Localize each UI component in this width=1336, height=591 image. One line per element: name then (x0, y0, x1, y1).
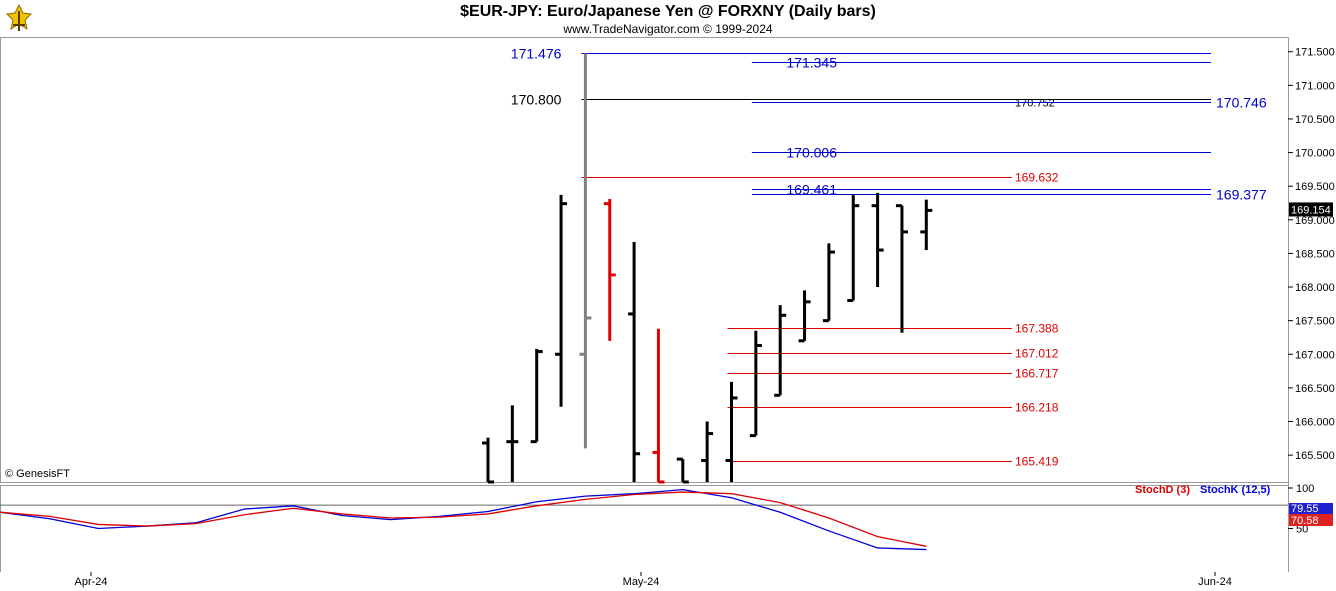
price-level-label: 166.218 (1015, 401, 1059, 415)
copyright-label: © GenesisFT (5, 468, 70, 480)
price-tick-label: 166.000 (1295, 416, 1335, 428)
stoch-legend-k: StochK (12,5) (1200, 484, 1271, 496)
stochastic-panel: StochD (3) StochK (12,5) (0, 484, 1288, 551)
price-levels: 171.476 171.345 170.800 170.752 170.746 170.0… (511, 46, 1267, 469)
date-tick-label: May-24 (623, 576, 660, 588)
ohlc-bar (871, 192, 884, 288)
stoch-k-value-label: 79.55 (1291, 503, 1319, 515)
ohlc-bar (603, 198, 616, 341)
ohlc-bar (676, 457, 689, 484)
stoch-d-value-box (1289, 514, 1333, 526)
ohlc-bar (506, 405, 519, 482)
ohlc-bar (847, 194, 860, 302)
price-bars (482, 53, 933, 484)
ohlc-bar (652, 328, 665, 484)
price-tick-label: 169.000 (1295, 215, 1335, 227)
chart-title: $EUR-JPY: Euro/Japanese Yen @ FORXNY (Da… (460, 3, 876, 20)
ohlc-bar (701, 421, 714, 482)
price-level-label: 167.012 (1015, 347, 1059, 361)
stoch-legend-d: StochD (3) (1135, 484, 1190, 496)
date-axis-bg (0, 572, 1336, 591)
price-tick-label: 167.000 (1295, 349, 1335, 361)
stoch-tick-label: 50 (1296, 524, 1308, 536)
ohlc-bar (482, 437, 494, 484)
price-level-label: 169.632 (1015, 171, 1059, 185)
chart-header: $EUR-JPY: Euro/Japanese Yen @ FORXNY (Da… (0, 0, 1336, 37)
price-tick-label: 166.500 (1295, 383, 1335, 395)
price-level-label: 171.476 (511, 46, 562, 62)
price-level-label: 169.377 (1216, 187, 1267, 203)
price-level-label: 170.752 (1015, 98, 1055, 110)
stoch-series-line (0, 488, 927, 551)
price-level-label: 166.717 (1015, 367, 1059, 381)
ohlc-bar (530, 348, 543, 444)
stoch-tick-label: 100 (1296, 483, 1314, 495)
axes: 171.500 171.000 170.500 170.000 169.500 169.0… (74, 47, 1334, 588)
trade-navigator-logo-icon (4, 3, 34, 35)
ohlc-bar (774, 305, 787, 397)
ohlc-bar (725, 381, 738, 482)
price-level-label: 169.461 (786, 182, 837, 198)
stoch-series-line (0, 491, 927, 547)
date-tick-label: Apr-24 (74, 576, 107, 588)
chart-frames (0, 37, 1336, 591)
price-level-label: 171.345 (786, 55, 837, 71)
price-panel-frame (0, 37, 1289, 483)
last-price-box (1289, 202, 1333, 217)
price-level-label: 170.746 (1216, 95, 1267, 111)
price-level-label: 167.388 (1015, 322, 1059, 336)
ohlc-bar (628, 241, 641, 482)
chart-subtitle: www.TradeNavigator.com © 1999-2024 (563, 22, 773, 36)
price-tick-label: 168.500 (1295, 248, 1335, 260)
price-tick-label: 171.000 (1295, 80, 1335, 92)
price-level-label: 170.006 (786, 145, 837, 161)
ohlc-bar (579, 53, 592, 449)
price-tick-label: 169.500 (1295, 181, 1335, 193)
price-tick-label: 171.500 (1295, 47, 1335, 59)
last-price-label: 169.154 (1291, 204, 1331, 216)
ohlc-bar (555, 194, 568, 407)
stoch-panel-frame (0, 485, 1289, 573)
price-tick-label: 168.000 (1295, 282, 1335, 294)
price-level-label: 165.419 (1015, 455, 1059, 469)
price-axis-bg (1288, 37, 1336, 591)
stoch-d-value-label: 70.58 (1291, 515, 1319, 527)
ohlc-bar (920, 199, 933, 251)
price-tick-label: 170.000 (1295, 148, 1335, 160)
ohlc-bar (749, 330, 762, 438)
ohlc-bar (822, 243, 835, 323)
price-tick-label: 165.500 (1295, 450, 1335, 462)
price-tick-label: 167.500 (1295, 316, 1335, 328)
ohlc-bar (895, 204, 908, 333)
price-tick-label: 170.500 (1295, 114, 1335, 126)
stoch-k-value-box (1289, 503, 1333, 514)
ohlc-bar (798, 290, 811, 343)
date-tick-label: Jun-24 (1198, 576, 1232, 588)
price-level-label: 170.800 (511, 92, 562, 108)
